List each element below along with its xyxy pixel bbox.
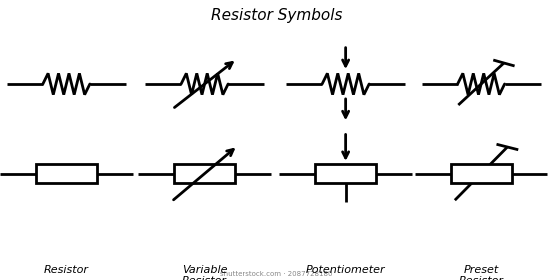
Text: Preset
Resistor: Preset Resistor [458, 265, 504, 280]
Text: shutterstock.com · 2087728180: shutterstock.com · 2087728180 [220, 271, 333, 277]
Text: Variable
Resistor: Variable Resistor [182, 265, 227, 280]
Bar [451, 164, 512, 183]
Text: Potentiometer: Potentiometer [306, 265, 385, 275]
Bar [174, 164, 235, 183]
Text: Resistor: Resistor [44, 265, 89, 275]
Bar [315, 164, 376, 183]
Bar [36, 164, 97, 183]
Text: Resistor Symbols: Resistor Symbols [211, 8, 342, 24]
